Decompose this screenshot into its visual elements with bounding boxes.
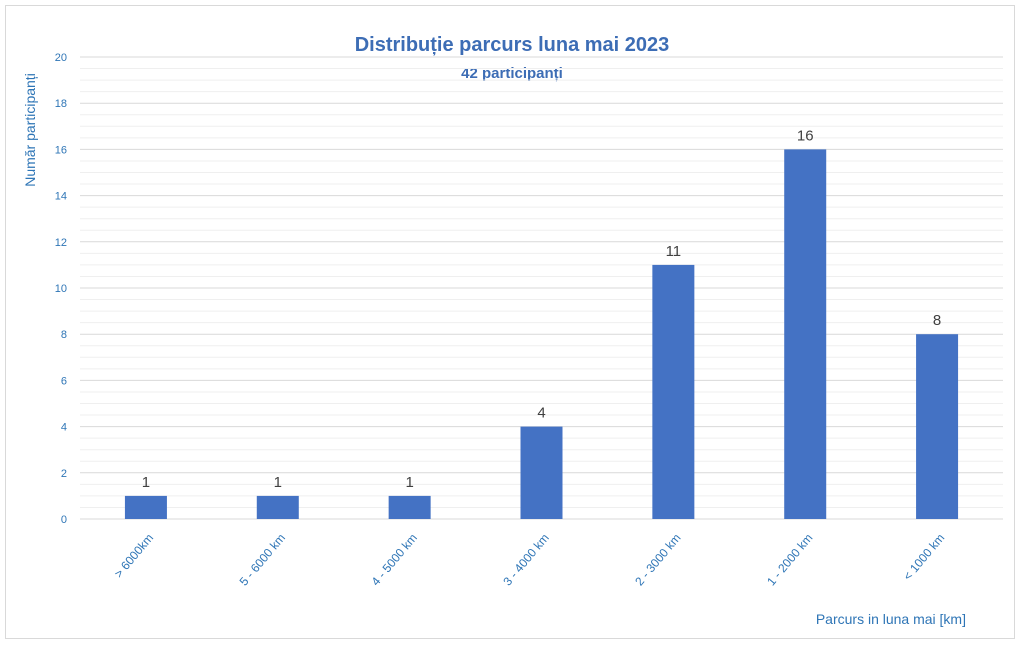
y-tick-label: 16 [55, 144, 67, 156]
bar [256, 495, 299, 519]
y-tick-label: 14 [55, 191, 67, 203]
data-label: 8 [933, 312, 941, 329]
chart-subtitle: 42 participanți [461, 65, 563, 82]
bar [652, 264, 695, 519]
x-tick-label: > 6000km [111, 531, 156, 581]
x-tick-label: 4 - 5000 km [368, 531, 419, 589]
y-tick-label: 12 [55, 237, 67, 249]
y-axis-label: Număr participanți [22, 73, 38, 187]
y-tick-label: 2 [61, 468, 67, 480]
y-tick-label: 0 [61, 514, 67, 526]
chart-title: Distribuție parcurs luna mai 2023 [355, 34, 670, 56]
y-tick-label: 4 [61, 422, 67, 434]
bar [520, 426, 563, 519]
chart-frame [5, 5, 1015, 639]
x-tick-label: 5 - 6000 km [237, 531, 288, 589]
data-label: 1 [142, 474, 150, 491]
bar [916, 334, 959, 519]
data-label: 4 [537, 405, 545, 422]
data-label: 16 [797, 127, 814, 144]
x-tick-label: 2 - 3000 km [632, 531, 683, 589]
y-tick-label: 18 [55, 98, 67, 110]
y-tick-label: 20 [55, 52, 67, 64]
bar [388, 495, 431, 519]
y-tick-label: 8 [61, 329, 67, 341]
y-tick-label: 6 [61, 375, 67, 387]
x-axis-label: Parcurs in luna mai [km] [816, 611, 966, 627]
data-label: 11 [666, 243, 682, 260]
y-tick-label: 10 [55, 283, 67, 295]
x-tick-label: 3 - 4000 km [500, 531, 551, 589]
bar [784, 149, 827, 519]
data-label: 1 [405, 474, 413, 491]
x-tick-label: 1 - 2000 km [764, 531, 815, 589]
bar [124, 495, 167, 519]
data-label: 1 [274, 474, 282, 491]
x-tick-label: < 1000 km [900, 531, 947, 583]
